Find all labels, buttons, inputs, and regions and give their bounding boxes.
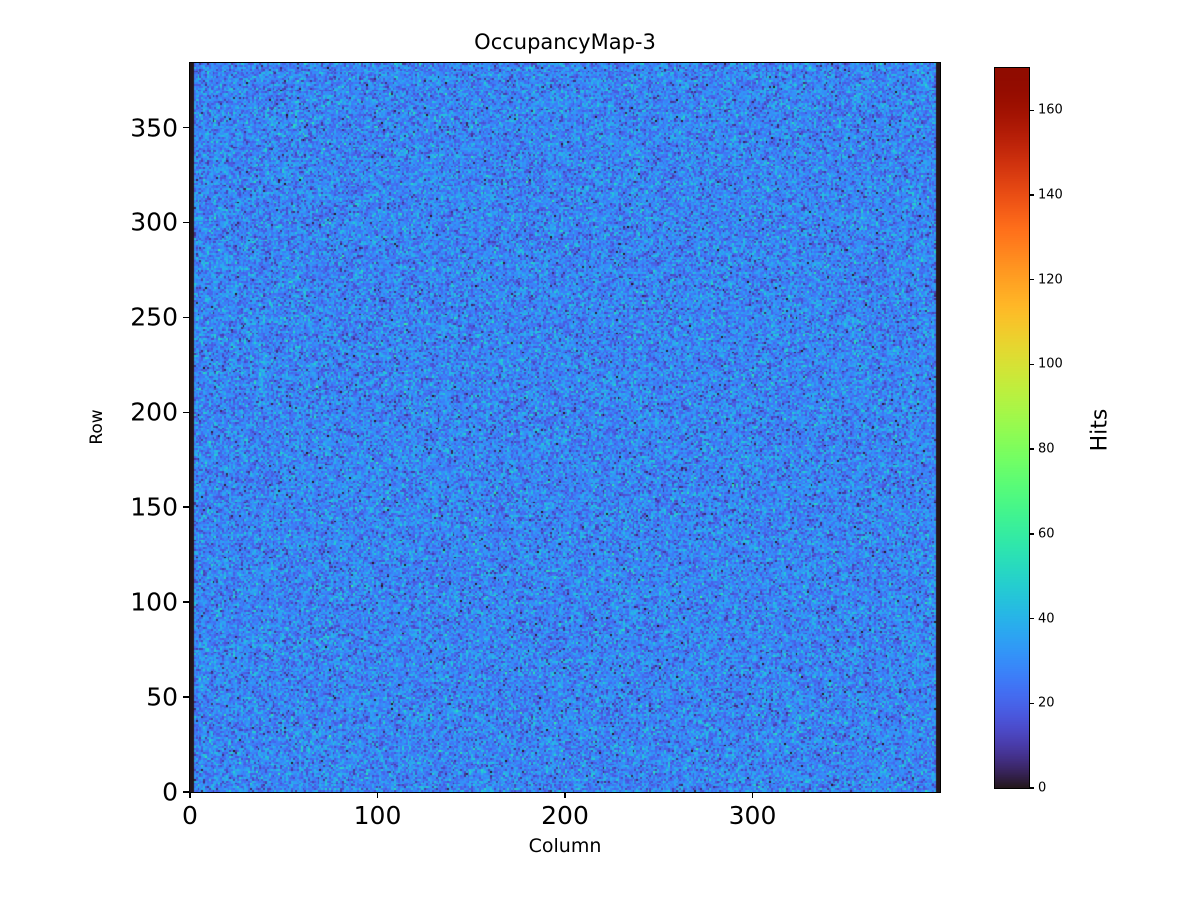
y-axis-label: Row — [87, 409, 107, 445]
y-tick-mark — [183, 126, 190, 129]
y-tick-mark — [183, 221, 190, 224]
colorbar-gradient — [995, 68, 1029, 788]
y-tick-mark — [183, 506, 190, 509]
colorbar-label: Hits — [1087, 408, 1113, 452]
heatmap-image — [190, 63, 940, 792]
y-tick-mark — [183, 316, 190, 319]
x-axis-label: Column — [528, 835, 602, 857]
colorbar-tick-mark — [1029, 787, 1034, 789]
x-tick-label: 100 — [353, 801, 402, 830]
chart-title: OccupancyMap-3 — [474, 30, 656, 54]
y-tick-mark — [183, 411, 190, 414]
y-tick-label: 250 — [130, 302, 178, 332]
colorbar-tick-mark — [1029, 533, 1034, 535]
colorbar-tick-mark — [1029, 363, 1034, 366]
colorbar-tick-label: 20 — [1038, 695, 1055, 711]
y-tick-label: 200 — [130, 397, 178, 427]
y-tick-mark — [183, 601, 190, 603]
x-tick-mark — [189, 792, 191, 798]
colorbar-tick-label: 60 — [1038, 526, 1055, 542]
y-tick-mark — [183, 791, 190, 793]
x-tick-label: 0 — [182, 801, 198, 830]
colorbar-tick-label: 160 — [1038, 102, 1063, 118]
x-tick-label: 200 — [541, 801, 589, 830]
x-tick-label: 300 — [728, 801, 777, 830]
colorbar-tick-mark — [1029, 448, 1034, 450]
colorbar-tick-mark — [1029, 194, 1034, 196]
colorbar-tick-label: 140 — [1038, 187, 1063, 203]
x-tick-mark — [376, 792, 379, 798]
colorbar-tick-mark — [1029, 702, 1034, 704]
colorbar-tick-label: 120 — [1038, 272, 1063, 288]
y-tick-label: 300 — [130, 207, 178, 237]
colorbar-tick-mark — [1029, 617, 1034, 620]
colorbar-tick-label: 40 — [1038, 611, 1055, 627]
y-tick-label: 100 — [130, 587, 178, 617]
colorbar-tick-label: 0 — [1038, 780, 1047, 796]
y-tick-label: 350 — [130, 113, 178, 143]
y-tick-label: 150 — [130, 492, 178, 522]
y-tick-mark — [183, 696, 190, 698]
colorbar-tick-label: 100 — [1038, 356, 1063, 372]
x-tick-mark — [751, 792, 754, 798]
colorbar-tick-label: 80 — [1038, 441, 1055, 457]
y-tick-label: 50 — [146, 682, 178, 712]
colorbar-tick-mark — [1029, 279, 1034, 281]
y-tick-label: 0 — [162, 777, 178, 807]
x-tick-mark — [564, 792, 566, 798]
colorbar-tick-mark — [1029, 109, 1034, 112]
